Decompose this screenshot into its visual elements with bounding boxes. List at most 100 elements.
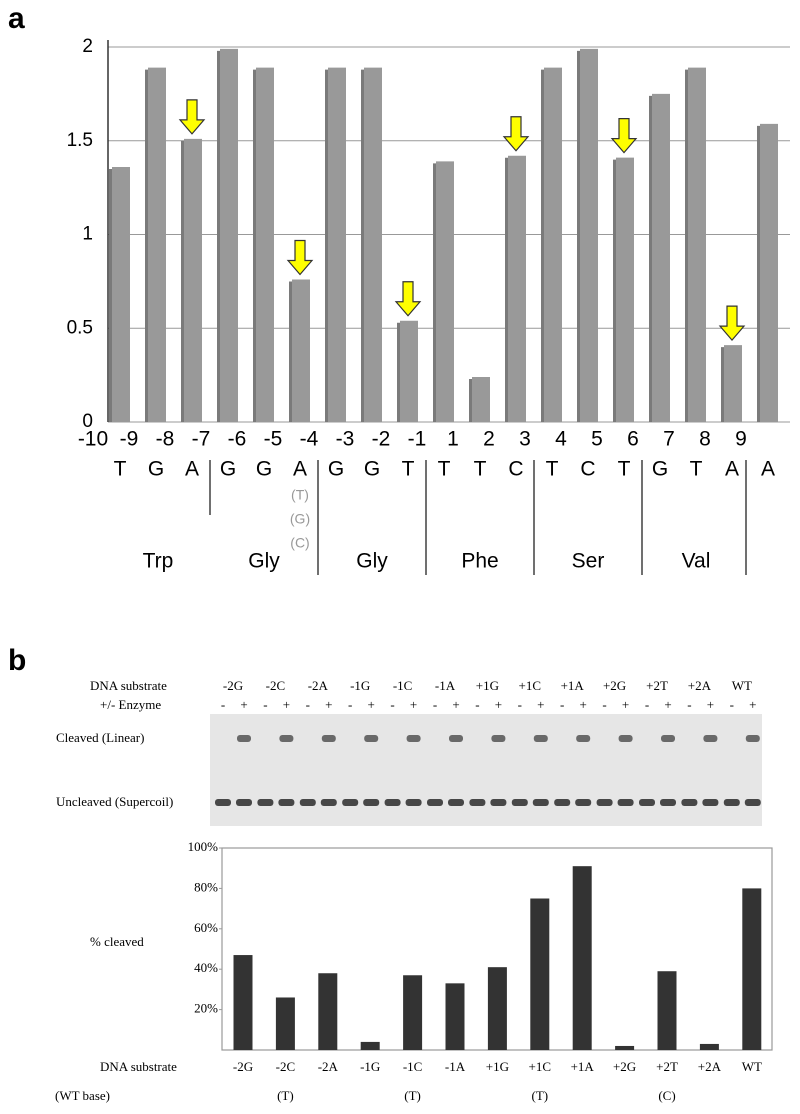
base-label: G: [148, 458, 164, 481]
arrow: [178, 99, 206, 135]
enzyme-sign: +: [622, 697, 629, 712]
base-label: T: [114, 458, 127, 481]
x-tick-label: 1: [447, 428, 459, 451]
x-tick-label: -10: [78, 428, 108, 451]
x-tick-label: +2G: [613, 1059, 636, 1074]
codon-label: Trp: [143, 550, 174, 573]
bar: [742, 888, 762, 1050]
wt-base-label: (T): [404, 1088, 421, 1103]
wt-base-label: (C): [658, 1088, 675, 1103]
gel-band: [745, 735, 760, 742]
x-axis-label: DNA substrate: [100, 1059, 177, 1074]
gel-band: [575, 799, 592, 806]
bar: [328, 67, 346, 422]
gel-band: [532, 799, 549, 806]
gel-lane-label: +2A: [688, 678, 712, 693]
bar: [688, 67, 706, 422]
x-tick-label: -4: [300, 428, 319, 451]
y-tick-label: 60%: [194, 920, 218, 935]
bar: [445, 983, 465, 1050]
gel-band: [427, 799, 443, 806]
x-tick-label: 5: [591, 428, 603, 451]
wt-base-label: (T): [277, 1088, 294, 1103]
gel-band: [596, 799, 613, 806]
gel-band: [511, 799, 528, 806]
bar: [530, 898, 550, 1050]
gel-lane-label: +1G: [476, 678, 499, 693]
codon-label: Phe: [461, 550, 498, 573]
variant-label: (G): [290, 511, 310, 527]
arrow: [718, 305, 746, 342]
y-tick-label: 80%: [194, 879, 218, 894]
gel-band: [617, 799, 634, 806]
bar: [699, 1043, 719, 1050]
x-tick-label: 7: [663, 428, 675, 451]
bar: [220, 48, 238, 422]
x-tick-label: -6: [228, 428, 247, 451]
enzyme-sign: +: [283, 697, 290, 712]
gel-band: [342, 799, 359, 806]
enzyme-sign: +: [240, 697, 247, 712]
base-label: A: [725, 458, 739, 481]
base-label: C: [508, 458, 523, 481]
x-tick-label: +2A: [698, 1059, 722, 1074]
x-tick-label: +1G: [486, 1059, 509, 1074]
gel-band: [744, 799, 761, 806]
y-tick-label: 100%: [188, 839, 219, 854]
gel-band: [257, 799, 274, 806]
panel-label: a: [8, 2, 25, 35]
enzyme-sign: +: [537, 697, 544, 712]
bar: [318, 973, 338, 1050]
gel-band: [405, 799, 422, 806]
bar: [472, 377, 490, 422]
enzyme-sign: +: [580, 697, 587, 712]
gel-lane-label: -2A: [308, 678, 329, 693]
x-tick-label: 3: [519, 428, 531, 451]
panel-label: b: [8, 644, 26, 677]
enzyme-sign: +: [664, 697, 671, 712]
x-tick-label: -2G: [233, 1059, 253, 1074]
codon-label: Gly: [248, 550, 280, 573]
gel-band: [681, 799, 698, 806]
bar: [256, 67, 274, 422]
x-tick-label: 6: [627, 428, 639, 451]
base-label: G: [220, 458, 236, 481]
enzyme-sign: +: [410, 697, 417, 712]
gel-lane-label: -1C: [393, 678, 413, 693]
x-tick-label: -1C: [403, 1059, 423, 1074]
gel-band: [533, 735, 548, 742]
x-tick-label: -2A: [318, 1059, 339, 1074]
enzyme-sign: -: [730, 697, 734, 712]
codon-label: Gly: [356, 550, 388, 573]
y-axis-label: % cleaved: [90, 934, 144, 949]
gel-lane-label: -1A: [435, 678, 456, 693]
gel-band: [237, 735, 251, 742]
base-label: T: [618, 458, 631, 481]
gel-lane-label: +1A: [561, 678, 585, 693]
enzyme-sign: +: [707, 697, 714, 712]
codon-label: Ser: [572, 550, 605, 573]
base-label: T: [402, 458, 415, 481]
gel-lane-label: -2C: [266, 678, 286, 693]
gel-band: [660, 799, 676, 806]
gel-band: [321, 735, 336, 742]
base-label: A: [185, 458, 199, 481]
gel-band: [491, 735, 506, 742]
bar: [364, 67, 382, 422]
bar: [657, 971, 677, 1050]
bar: [724, 345, 742, 422]
bar: [436, 161, 454, 422]
gel-band: [215, 799, 231, 806]
y-tick-label: 1.5: [67, 130, 93, 151]
enzyme-sign: -: [687, 697, 691, 712]
x-tick-label: +2T: [656, 1059, 678, 1074]
gel-lane-label: +2G: [603, 678, 626, 693]
bar: [292, 279, 310, 422]
gel-band: [723, 799, 740, 806]
wt-base-label: (T): [531, 1088, 548, 1103]
enzyme-sign: -: [221, 697, 225, 712]
bar: [112, 167, 130, 422]
bar: [508, 155, 526, 422]
bar: [572, 866, 592, 1050]
